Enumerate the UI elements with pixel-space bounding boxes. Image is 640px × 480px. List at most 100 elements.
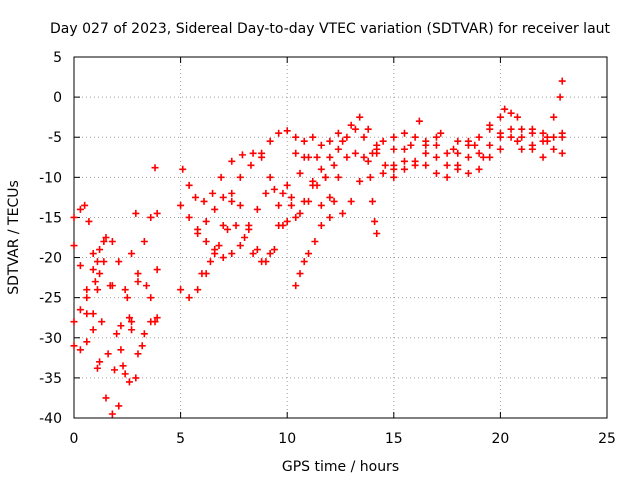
data-point (76, 306, 84, 314)
x-tick-label: 10 (278, 431, 296, 447)
data-point (228, 189, 236, 197)
x-tick-label: 15 (385, 431, 403, 447)
data-series-15 (390, 77, 566, 181)
data-point (125, 378, 133, 386)
data-point (89, 266, 97, 274)
x-tick-label: 25 (598, 431, 616, 447)
data-point (351, 125, 359, 133)
data-point (241, 234, 249, 241)
data-point (322, 173, 330, 181)
data-point (379, 137, 387, 145)
data-point (83, 310, 91, 318)
data-point (300, 258, 308, 266)
data-point (400, 157, 408, 165)
data-point (102, 394, 110, 402)
data-point (317, 201, 325, 209)
data-point (123, 294, 131, 302)
data-point (89, 326, 97, 334)
data-point (232, 221, 240, 229)
data-point (228, 250, 236, 258)
data-point (121, 370, 129, 378)
data-point (432, 141, 440, 149)
data-point (507, 109, 515, 117)
data-point (317, 165, 325, 173)
data-series-12 (292, 149, 381, 290)
data-point (381, 161, 389, 169)
data-point (117, 346, 125, 354)
data-point (390, 161, 398, 169)
data-point (432, 153, 440, 161)
data-point (134, 278, 142, 286)
data-point (518, 133, 526, 141)
data-point (528, 125, 536, 133)
data-point (91, 278, 99, 286)
data-point (373, 229, 381, 237)
data-point (379, 169, 387, 177)
data-point (209, 189, 217, 197)
y-tick-label: -30 (39, 331, 62, 347)
data-point (117, 322, 125, 330)
data-point (550, 113, 558, 121)
data-point (140, 330, 148, 338)
data-point (140, 238, 148, 246)
data-point (224, 225, 232, 233)
data-point (83, 286, 91, 294)
data-point (407, 141, 415, 149)
data-point (347, 121, 355, 129)
data-point (151, 164, 159, 172)
data-point (113, 330, 121, 338)
data-point (153, 209, 161, 217)
data-point (125, 314, 133, 322)
data-point (347, 197, 355, 205)
data-point (266, 173, 274, 181)
data-point (85, 217, 93, 225)
data-point (432, 133, 440, 141)
data-point (283, 217, 291, 225)
y-tick-label: 5 (53, 50, 62, 66)
data-point (539, 153, 547, 161)
data-point (100, 238, 108, 246)
data-point (121, 286, 129, 294)
data-point (93, 364, 101, 372)
data-point (411, 157, 419, 165)
data-point (422, 161, 430, 169)
data-point (128, 326, 136, 334)
data-point (275, 221, 283, 229)
data-point (236, 201, 244, 209)
data-point (211, 205, 219, 213)
data-point (366, 173, 374, 181)
data-point (192, 193, 200, 201)
data-point (108, 282, 116, 290)
data-point (202, 238, 210, 246)
data-point (305, 250, 313, 258)
data-point (317, 221, 325, 229)
data-point (326, 137, 334, 145)
data-point (496, 129, 504, 137)
data-point (317, 141, 325, 149)
data-point (422, 137, 430, 145)
data-point (153, 266, 161, 274)
data-point (198, 270, 206, 278)
data-point (486, 121, 494, 129)
data-point (211, 250, 219, 258)
x-tick-label: 0 (70, 431, 79, 447)
data-point (368, 197, 376, 205)
data-series-10 (194, 149, 381, 266)
data-point (89, 310, 97, 318)
data-point (217, 173, 225, 181)
data-point (475, 165, 483, 173)
data-point (138, 342, 146, 350)
data-series-14 (379, 109, 566, 177)
data-point (70, 318, 78, 326)
data-point (400, 145, 408, 153)
data-point (360, 153, 368, 161)
x-tick-label: 5 (176, 431, 185, 447)
data-point (228, 157, 236, 165)
data-point (305, 153, 313, 161)
data-point (443, 173, 451, 181)
y-tick-label: -40 (39, 411, 62, 427)
data-point (309, 133, 317, 141)
data-point (464, 169, 472, 177)
data-point (292, 133, 300, 141)
